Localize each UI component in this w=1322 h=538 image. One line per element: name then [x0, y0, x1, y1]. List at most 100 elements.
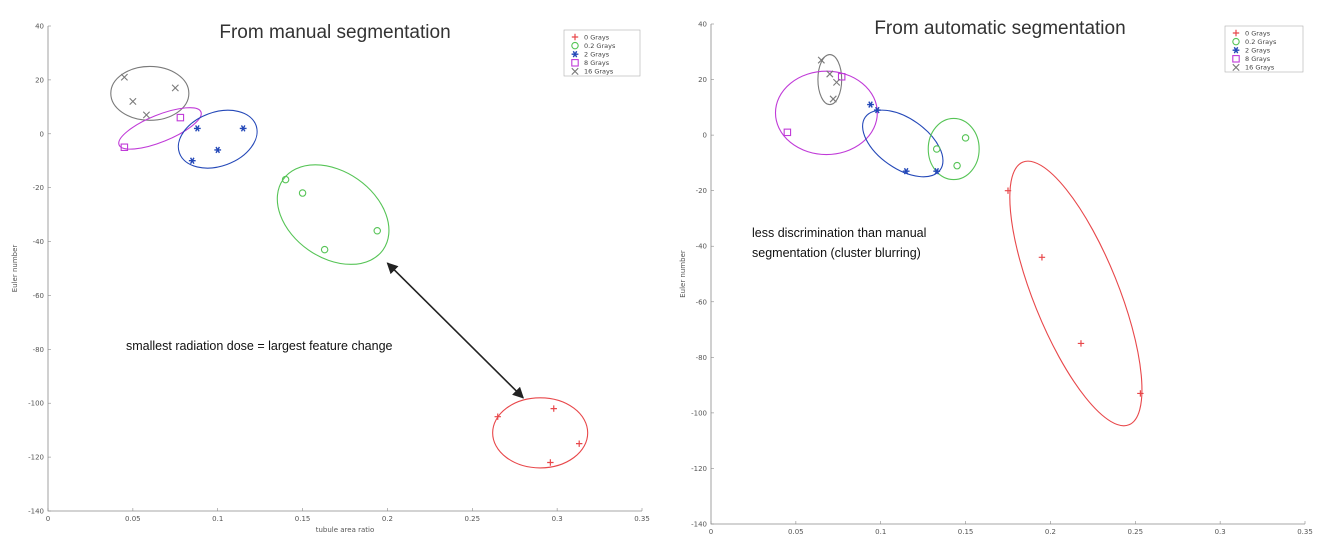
x-tick-label: 0.15: [295, 515, 311, 523]
axes-spines: [710, 24, 1305, 525]
cluster-ellipse-8-grays: [118, 107, 202, 150]
data-point: [783, 128, 792, 137]
y-tick-label: -40: [33, 238, 44, 246]
y-tick-label: -120: [691, 465, 707, 473]
data-point: [193, 125, 201, 132]
y-tick-label: -80: [33, 346, 44, 354]
legend-marker: [1232, 29, 1240, 37]
legend-label: 16 Grays: [584, 68, 614, 76]
legend-marker: [1232, 63, 1240, 71]
y-tick-label: 20: [698, 76, 707, 84]
y-tick-label: -80: [696, 354, 707, 362]
y-tick-label: -20: [33, 184, 44, 192]
y-tick-label: 40: [35, 23, 44, 31]
data-point: [298, 189, 307, 197]
series-2-grays: [867, 101, 941, 175]
annotation-text: segmentation (cluster blurring): [752, 246, 921, 260]
legend-label: 8 Grays: [584, 59, 610, 67]
data-point: [239, 125, 247, 132]
data-point: [120, 143, 129, 152]
data-point: [933, 167, 941, 175]
axes-spines: [47, 26, 642, 512]
cluster-ellipse-0-grays: [1009, 160, 1143, 427]
data-point: [373, 227, 381, 235]
y-tick-label: -140: [691, 521, 707, 529]
y-tick-label: -40: [696, 243, 707, 251]
legend-marker: [571, 59, 579, 67]
cluster-ellipse-0-grays: [492, 397, 589, 469]
x-tick-label: 0.35: [1297, 528, 1313, 536]
y-tick-label: -100: [28, 400, 44, 408]
cluster-ellipse-0-2-grays: [927, 117, 980, 181]
series-2-grays: [188, 125, 247, 165]
data-point: [826, 70, 834, 78]
chart-title: From manual segmentation: [219, 22, 450, 43]
x-tick-label: 0.35: [634, 515, 650, 523]
series-8-grays: [120, 113, 185, 152]
legend-label: 8 Grays: [1245, 55, 1271, 63]
legend-marker: [1232, 46, 1240, 54]
legend-marker: [1232, 37, 1240, 46]
legend-label: 16 Grays: [1245, 64, 1275, 72]
x-tick-label: 0.1: [212, 515, 223, 523]
x-tick-label: 0.25: [464, 515, 480, 523]
annotation-text: smallest radiation dose = largest featur…: [126, 339, 393, 353]
x-tick-label: 0.2: [382, 515, 393, 523]
chart-panel-1: 0 0.05 0.1 0.15 0.2 0.25 0.3 0.35 40 20 0 -20 -40 -60…: [11, 22, 650, 534]
double-arrow: [386, 262, 524, 399]
data-point: [576, 440, 583, 447]
legend-label: 0 Grays: [584, 33, 610, 41]
x-tick-label: 0: [709, 528, 713, 536]
data-point: [829, 95, 837, 103]
cluster-ellipse-16-grays: [110, 65, 190, 121]
data-point: [171, 84, 179, 92]
data-point: [902, 167, 910, 175]
data-point: [281, 175, 290, 184]
x-tick-label: 0.25: [1127, 528, 1143, 536]
x-tick-label: 0: [46, 515, 50, 523]
data-point: [120, 73, 128, 81]
x-tick-label: 0.3: [552, 515, 563, 523]
x-tick-label: 0.05: [788, 528, 804, 536]
data-point: [1077, 340, 1085, 347]
x-tick-label: 0.2: [1045, 528, 1056, 536]
y-tick-label: 40: [698, 21, 707, 29]
data-point: [833, 78, 841, 86]
legend-marker: [571, 50, 579, 58]
series-8-grays: [783, 73, 846, 137]
y-tick-label: -60: [33, 292, 44, 300]
data-point: [1038, 254, 1046, 261]
y-tick-label: -120: [28, 454, 44, 462]
y-tick-label: 0: [703, 132, 707, 140]
data-point: [142, 111, 151, 119]
cluster-ellipse-8-grays: [774, 70, 878, 156]
legend-label: 2 Grays: [584, 51, 610, 59]
legend-marker: [571, 67, 579, 75]
legend-box: [563, 29, 641, 77]
data-point: [817, 56, 825, 64]
cluster-ellipse-2-grays: [862, 109, 944, 178]
chart-title: From automatic segmentation: [874, 18, 1125, 39]
y-tick-label: 0: [40, 130, 44, 138]
data-point: [953, 161, 961, 170]
legend-marker: [571, 33, 579, 41]
legend-label: 0.2 Grays: [584, 42, 616, 50]
data-point: [1004, 187, 1012, 194]
series-0-grays: [494, 405, 583, 466]
x-tick-label: 0.15: [958, 528, 974, 536]
data-point: [873, 106, 881, 114]
series-0-grays: [1004, 187, 1144, 397]
series-16-grays: [817, 56, 841, 103]
legend-label: 0 Grays: [1245, 29, 1271, 37]
annotation-text: less discrimination than manual: [752, 226, 926, 240]
cluster-ellipse-0-2-grays: [276, 164, 390, 265]
x-tick-label: 0.3: [1215, 528, 1226, 536]
chart-panel-2: 0 0.05 0.1 0.15 0.2 0.25 0.3 0.35 40 20 0 -20 -40 -60…: [679, 18, 1313, 536]
legend-label: 2 Grays: [1245, 47, 1271, 55]
legend-label: 0.2 Grays: [1245, 38, 1277, 46]
series-0-2-grays: [281, 175, 381, 254]
